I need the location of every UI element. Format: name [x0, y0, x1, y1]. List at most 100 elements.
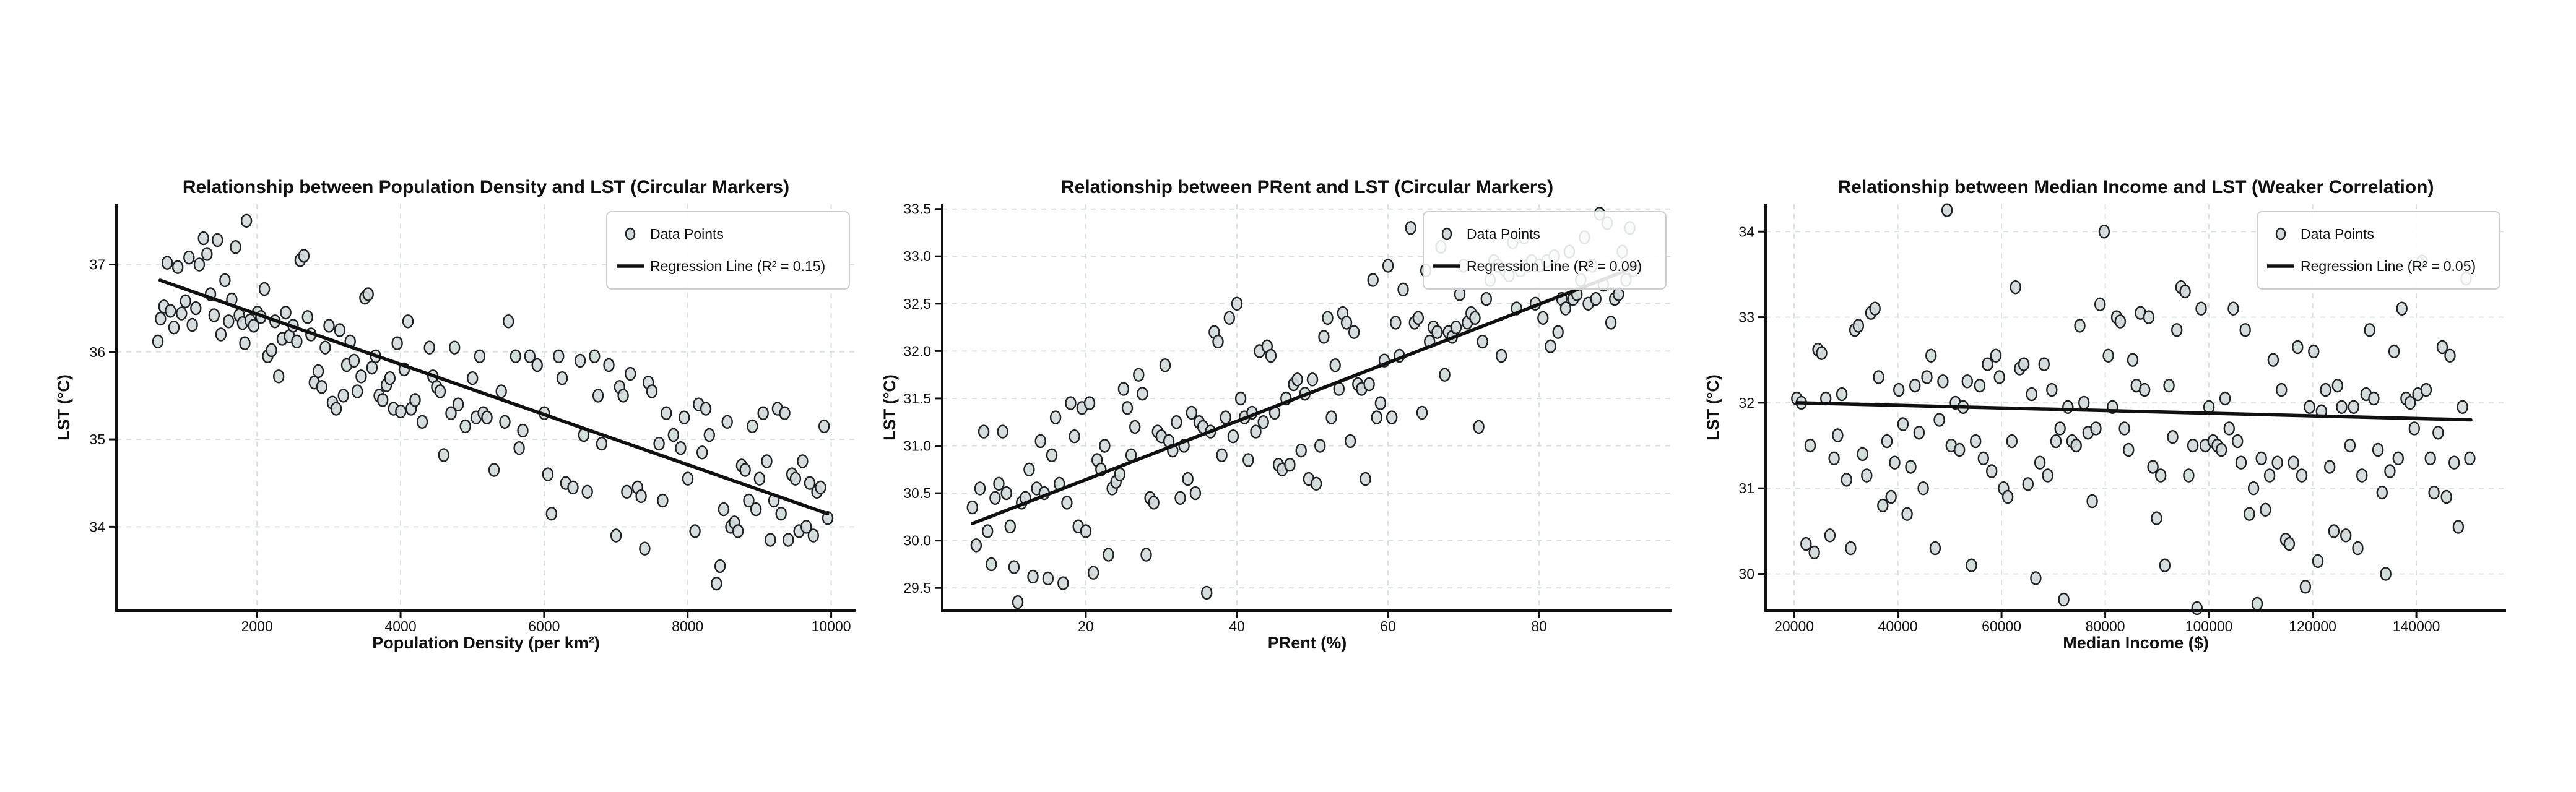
data-point — [1114, 467, 1126, 481]
data-point — [653, 436, 665, 451]
data-point — [1552, 325, 1564, 339]
data-point — [696, 446, 708, 460]
data-point — [2046, 382, 2058, 397]
data-point — [1857, 447, 1868, 462]
data-point — [1885, 489, 1897, 504]
data-point — [978, 424, 990, 439]
data-point — [997, 424, 1008, 439]
data-point — [2392, 451, 2405, 465]
data-point — [152, 334, 164, 348]
data-point — [1374, 396, 1387, 410]
chart-title: Relationship between Median Income and L… — [1838, 177, 2434, 197]
data-point — [1969, 434, 1982, 449]
data-point — [1382, 259, 1394, 273]
data-point — [2308, 344, 2320, 359]
data-point — [757, 406, 769, 420]
y-tick-label: 33.5 — [903, 201, 931, 217]
data-point — [165, 304, 176, 318]
data-point — [1559, 301, 1572, 316]
data-point — [2054, 421, 2066, 436]
data-point — [2026, 387, 2037, 402]
data-point — [377, 393, 389, 407]
data-point — [1250, 424, 1262, 439]
y-tick-label: 34 — [1738, 223, 1754, 239]
chart-title: Relationship between PRent and LST (Circ… — [1061, 177, 1553, 197]
data-point — [2288, 455, 2299, 470]
data-point — [301, 310, 313, 324]
data-point — [2143, 310, 2155, 324]
data-point — [239, 336, 251, 350]
data-point — [1889, 455, 1901, 470]
data-point — [2336, 400, 2348, 414]
x-tick-label: 80 — [1531, 618, 1547, 634]
data-point — [1133, 368, 1145, 382]
y-tick-label: 32 — [1738, 395, 1754, 411]
data-point — [783, 533, 794, 547]
data-point — [989, 491, 1001, 505]
data-point — [2292, 340, 2304, 355]
data-point — [2420, 382, 2432, 397]
data-point — [201, 247, 213, 261]
data-point — [416, 415, 428, 429]
data-point — [2388, 344, 2400, 359]
data-point — [657, 493, 669, 508]
data-point — [2404, 395, 2416, 410]
data-point — [481, 410, 493, 424]
data-point — [499, 415, 511, 429]
data-point — [986, 557, 997, 572]
y-tick-label: 33.0 — [903, 248, 931, 264]
data-point — [355, 369, 367, 384]
data-point — [753, 471, 766, 486]
x-tick-label: 100000 — [2185, 618, 2233, 634]
y-axis-label: LST (°C) — [880, 374, 899, 441]
data-point — [2179, 284, 2191, 299]
data-point — [176, 306, 188, 321]
data-point — [1412, 311, 1425, 325]
data-point — [1216, 448, 1228, 462]
data-point — [2191, 601, 2203, 616]
data-point — [689, 524, 701, 538]
data-point — [818, 419, 830, 434]
legend-marker-icon — [625, 227, 636, 241]
data-point — [1933, 413, 1945, 427]
data-point — [445, 406, 457, 420]
data-point — [1023, 462, 1035, 476]
data-point — [1212, 334, 1224, 349]
legend-points-label: Data Points — [1467, 226, 1540, 242]
data-point — [1613, 287, 1624, 301]
data-point — [352, 384, 363, 398]
y-tick-label: 32.5 — [903, 296, 931, 312]
data-point — [721, 415, 733, 429]
data-point — [474, 349, 486, 363]
data-point — [2114, 314, 2127, 329]
data-point — [739, 463, 751, 477]
data-point — [1985, 464, 1998, 478]
data-point — [2299, 580, 2312, 594]
data-point — [2296, 468, 2308, 483]
data-point — [2457, 400, 2468, 414]
data-point — [193, 257, 206, 272]
data-point — [2118, 421, 2130, 436]
data-point — [172, 260, 184, 274]
data-point — [438, 448, 449, 462]
data-point — [1004, 519, 1017, 533]
data-point — [402, 314, 414, 329]
data-point — [212, 233, 223, 248]
data-point — [1852, 319, 1865, 333]
data-point — [2368, 391, 2380, 406]
data-point — [2034, 455, 2046, 470]
data-point — [2340, 528, 2352, 543]
data-point — [2440, 489, 2452, 504]
data-point — [800, 520, 812, 534]
data-point — [1804, 438, 1816, 453]
data-point — [2424, 451, 2436, 465]
legend-line-label: Regression Line (R² = 0.09) — [1467, 258, 1642, 274]
data-point — [635, 489, 647, 504]
axes-spines — [115, 204, 856, 612]
data-point — [1103, 548, 1114, 562]
data-point — [2227, 301, 2239, 316]
data-point — [248, 319, 259, 333]
data-point — [2038, 357, 2050, 371]
data-point — [2323, 460, 2336, 474]
